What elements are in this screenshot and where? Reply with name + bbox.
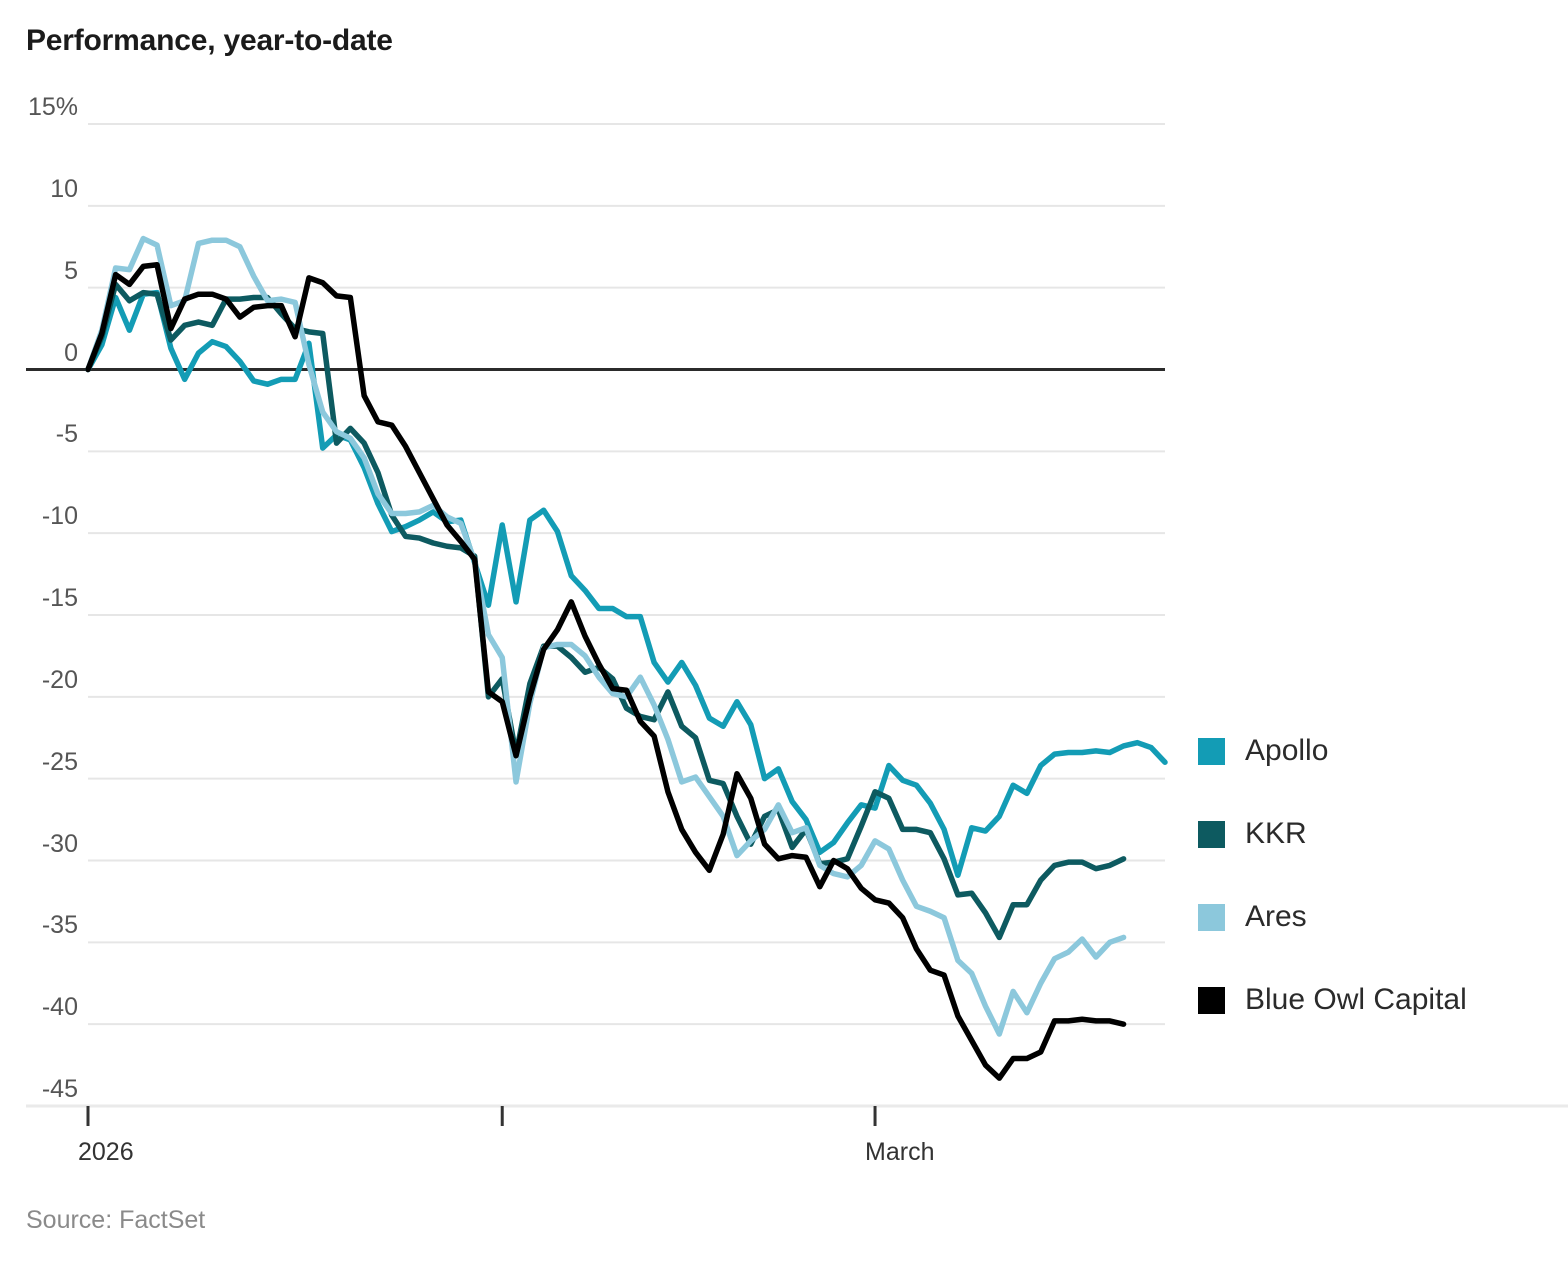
- legend-item-blue-owl-capital[interactable]: Blue Owl Capital: [1198, 985, 1467, 1015]
- legend-item-ares[interactable]: Ares: [1198, 902, 1307, 932]
- x-axis-tick-label: 2026: [78, 1138, 134, 1166]
- y-axis-tick-label: -5: [55, 420, 78, 449]
- y-axis-tick-label: -15: [41, 584, 78, 612]
- y-axis-tick-label: -20: [41, 665, 78, 694]
- y-axis-tick-label: -35: [41, 911, 78, 940]
- legend-color-swatch: [1198, 903, 1225, 931]
- y-axis-tick-label: 0: [64, 338, 78, 367]
- y-axis-tick-label: -25: [41, 747, 78, 776]
- gridlines: [26, 123, 1568, 1108]
- source-note: Source: FactSet: [26, 1206, 206, 1234]
- legend-item-label: KKR: [1245, 817, 1307, 850]
- legend-color-swatch: [1198, 986, 1225, 1014]
- y-axis-tick-label: -40: [41, 993, 78, 1022]
- legend-color-swatch: [1198, 820, 1225, 848]
- y-axis-tick-label: 15%: [27, 93, 78, 121]
- y-axis-tick-label: -10: [41, 502, 78, 531]
- legend-item-kkr[interactable]: KKR: [1198, 819, 1307, 849]
- series-line-ares: [85, 235, 1127, 1037]
- x-axis-ticks: [86, 1106, 877, 1126]
- legend-item-label: Apollo: [1245, 734, 1329, 767]
- legend-color-swatch: [1198, 737, 1225, 765]
- data-series-group: [85, 235, 1168, 1081]
- legend-item-label: Ares: [1245, 900, 1307, 933]
- x-axis-tick-label: March: [865, 1138, 935, 1166]
- y-axis-tick-label: 5: [64, 256, 78, 285]
- series-line-apollo: [85, 289, 1168, 878]
- series-line-blue-owl-capital: [85, 262, 1127, 1081]
- page-title: Performance, year-to-date: [26, 24, 393, 57]
- legend-item-apollo[interactable]: Apollo: [1198, 736, 1328, 766]
- y-axis-tick-label: -30: [41, 829, 78, 858]
- legend-item-label: Blue Owl Capital: [1245, 983, 1467, 1016]
- y-axis-tick-label: 10: [50, 174, 78, 203]
- y-axis-tick-label: -45: [41, 1075, 78, 1103]
